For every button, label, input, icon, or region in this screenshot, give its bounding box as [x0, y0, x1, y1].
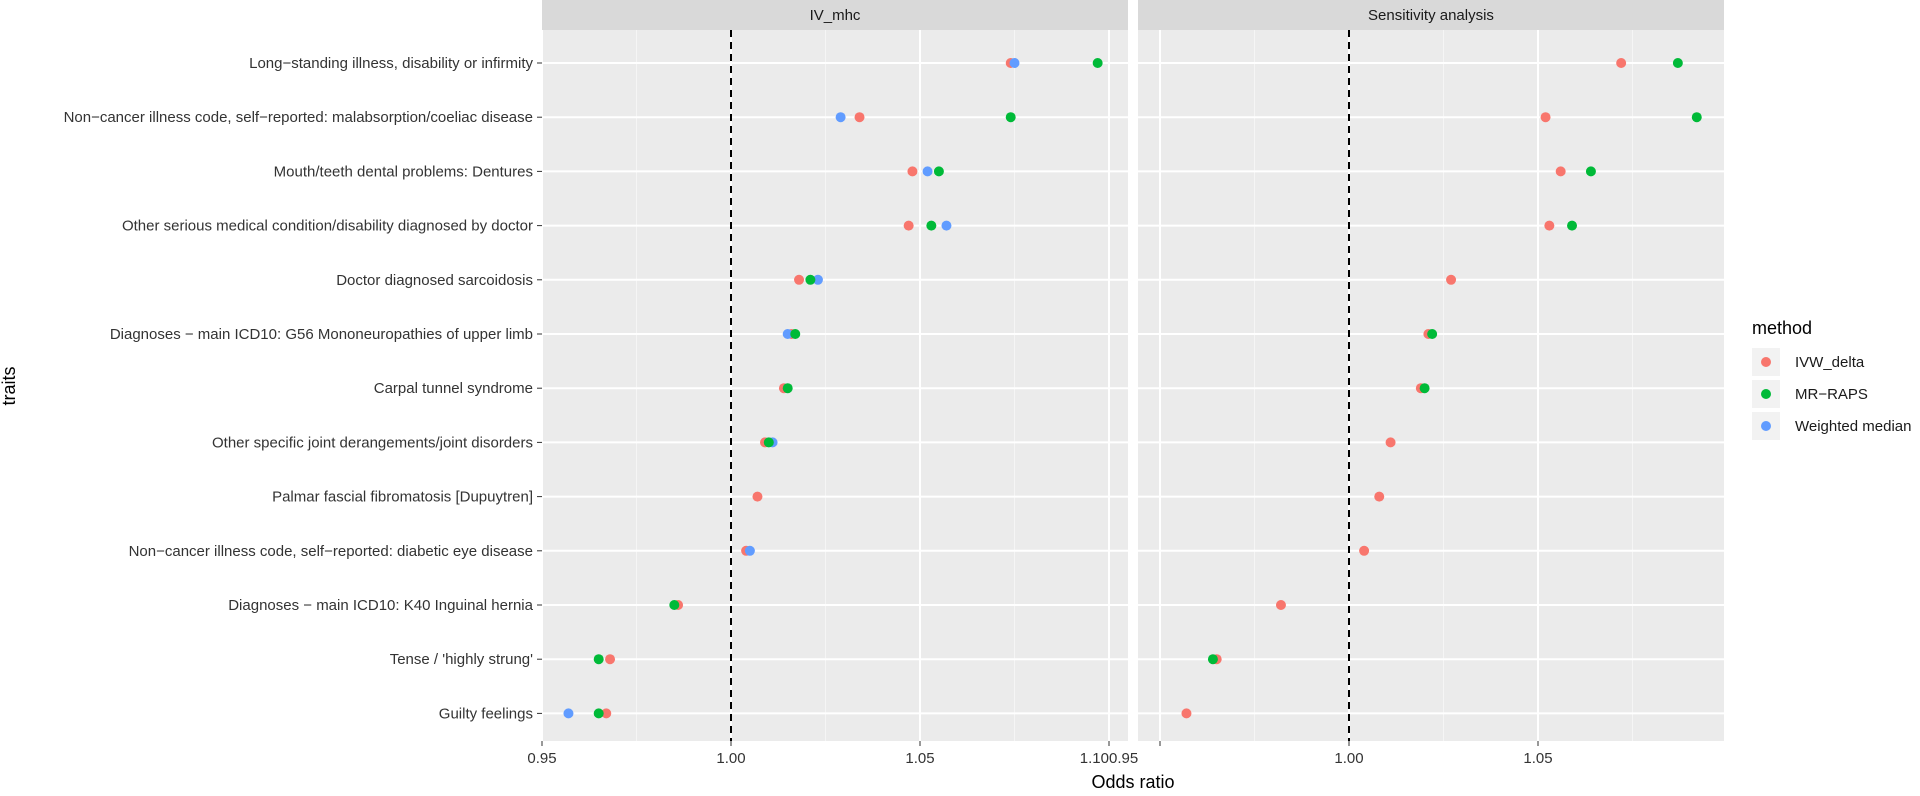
- y-tick-label: Tense / 'highly strung': [390, 651, 533, 668]
- y-tick-label: Guilty feelings: [439, 705, 533, 722]
- data-point-mr-raps: [763, 437, 774, 448]
- x-tick-label: 1.05: [1523, 750, 1552, 767]
- y-tick-label: Non−cancer illness code, self−reported: …: [129, 543, 533, 560]
- data-point-ivw-delta: [1275, 600, 1286, 610]
- facet-strip: [1138, 0, 1724, 30]
- legend-title: method: [1752, 318, 1812, 338]
- data-point-ivw-delta: [752, 491, 763, 502]
- data-point-mr-raps: [790, 329, 801, 339]
- data-point-mr-raps: [1567, 220, 1578, 231]
- y-tick-label: Other serious medical condition/disabili…: [122, 218, 533, 235]
- y-tick-label: Non−cancer illness code, self−reported: …: [64, 109, 533, 126]
- data-point-weighted-median: [922, 166, 933, 177]
- data-point-ivw-delta: [601, 708, 612, 719]
- data-point-mr-raps: [926, 220, 937, 231]
- y-tick-label: Doctor diagnosed sarcoidosis: [336, 272, 533, 289]
- y-tick-label: Mouth/teeth dental problems: Dentures: [274, 163, 533, 180]
- x-tick-label: 1.00: [1334, 750, 1363, 767]
- legend-key-weighted-median: [1761, 421, 1771, 431]
- legend-label: MR−RAPS: [1795, 386, 1868, 403]
- data-point-ivw-delta: [1359, 545, 1370, 556]
- data-point-ivw-delta: [854, 112, 865, 123]
- y-tick-label: Diagnoses − main ICD10: K40 Inguinal her…: [228, 597, 533, 614]
- legend-key-mr-raps: [1761, 389, 1771, 399]
- facet-strip: [542, 0, 1128, 30]
- data-point-ivw-delta: [794, 274, 805, 285]
- data-point-ivw-delta: [1540, 112, 1551, 123]
- data-point-ivw-delta: [1616, 58, 1627, 68]
- data-point-mr-raps: [669, 600, 680, 610]
- data-point-mr-raps: [1585, 166, 1596, 177]
- legend-label: Weighted median: [1795, 418, 1911, 435]
- data-point-mr-raps: [1005, 112, 1016, 123]
- data-point-weighted-median: [941, 220, 952, 231]
- data-point-mr-raps: [782, 383, 793, 394]
- y-tick-label: Palmar fascial fibromatosis [Dupuytren]: [272, 489, 533, 506]
- data-point-mr-raps: [1691, 112, 1702, 123]
- data-point-ivw-delta: [1544, 220, 1555, 231]
- data-point-weighted-median: [744, 545, 755, 556]
- data-point-mr-raps: [593, 654, 604, 665]
- y-tick-label: Carpal tunnel syndrome: [374, 380, 533, 397]
- data-point-ivw-delta: [1374, 491, 1385, 502]
- data-point-mr-raps: [593, 708, 604, 719]
- panel-background: [542, 30, 1128, 741]
- panel-background: [1138, 30, 1724, 741]
- data-point-weighted-median: [1009, 58, 1020, 68]
- x-tick-label: 1.100.95: [1080, 750, 1138, 767]
- y-axis-title: traits: [0, 366, 19, 405]
- data-point-weighted-median: [782, 329, 793, 339]
- data-point-mr-raps: [1419, 383, 1430, 394]
- facet-strip-label: IV_mhc: [810, 7, 861, 24]
- y-tick-label: Long−standing illness, disability or inf…: [249, 55, 533, 72]
- data-point-ivw-delta: [907, 166, 918, 177]
- data-point-ivw-delta: [1555, 166, 1566, 177]
- y-tick-label: Other specific joint derangements/joint …: [212, 434, 533, 451]
- x-tick-label: 1.05: [905, 750, 934, 767]
- x-axis-title: Odds ratio: [1091, 772, 1174, 792]
- facet-strip-label: Sensitivity analysis: [1368, 7, 1494, 24]
- data-point-weighted-median: [835, 112, 846, 123]
- data-point-ivw-delta: [605, 654, 616, 665]
- data-point-ivw-delta: [903, 220, 914, 231]
- data-point-weighted-median: [563, 708, 574, 719]
- data-point-weighted-median: [812, 274, 823, 285]
- data-point-mr-raps: [805, 274, 816, 285]
- data-point-ivw-delta: [1446, 274, 1457, 285]
- legend-key-ivw-delta: [1761, 357, 1771, 367]
- y-tick-label: Diagnoses − main ICD10: G56 Mononeuropat…: [110, 326, 533, 343]
- data-point-ivw-delta: [1181, 708, 1192, 719]
- data-point-mr-raps: [1092, 58, 1103, 68]
- data-point-mr-raps: [1427, 329, 1438, 339]
- legend-label: IVW_delta: [1795, 354, 1865, 371]
- data-point-mr-raps: [1207, 654, 1218, 665]
- data-point-ivw-delta: [1385, 437, 1396, 448]
- data-point-mr-raps: [933, 166, 944, 177]
- x-tick-label: 0.95: [527, 750, 556, 767]
- x-tick-label: 1.00: [716, 750, 745, 767]
- data-point-mr-raps: [1672, 58, 1683, 68]
